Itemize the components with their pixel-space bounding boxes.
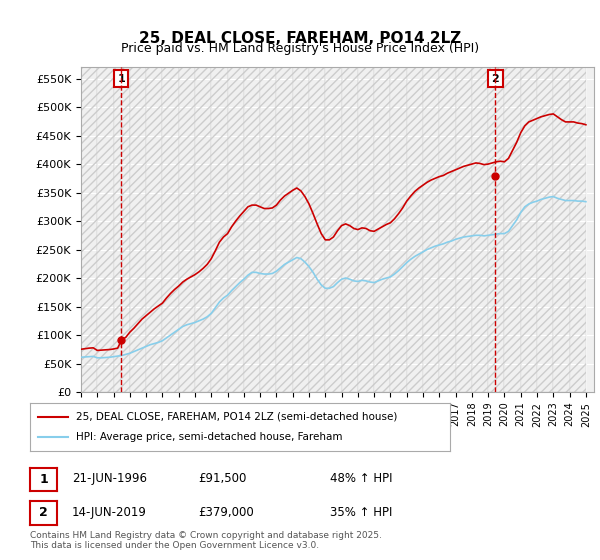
Text: 48% ↑ HPI: 48% ↑ HPI xyxy=(330,472,392,486)
Text: 35% ↑ HPI: 35% ↑ HPI xyxy=(330,506,392,519)
Text: 2: 2 xyxy=(491,73,499,83)
Text: 25, DEAL CLOSE, FAREHAM, PO14 2LZ (semi-detached house): 25, DEAL CLOSE, FAREHAM, PO14 2LZ (semi-… xyxy=(76,412,398,422)
Text: 25, DEAL CLOSE, FAREHAM, PO14 2LZ: 25, DEAL CLOSE, FAREHAM, PO14 2LZ xyxy=(139,31,461,46)
Text: 14-JUN-2019: 14-JUN-2019 xyxy=(72,506,147,519)
Text: HPI: Average price, semi-detached house, Fareham: HPI: Average price, semi-detached house,… xyxy=(76,432,343,442)
Text: £379,000: £379,000 xyxy=(198,506,254,519)
Text: 21-JUN-1996: 21-JUN-1996 xyxy=(72,472,147,486)
Text: Contains HM Land Registry data © Crown copyright and database right 2025.
This d: Contains HM Land Registry data © Crown c… xyxy=(30,530,382,550)
Text: 1: 1 xyxy=(39,473,48,486)
Text: Price paid vs. HM Land Registry's House Price Index (HPI): Price paid vs. HM Land Registry's House … xyxy=(121,42,479,55)
Text: £91,500: £91,500 xyxy=(198,472,247,486)
Text: 1: 1 xyxy=(118,73,125,83)
Text: 2: 2 xyxy=(39,506,48,520)
